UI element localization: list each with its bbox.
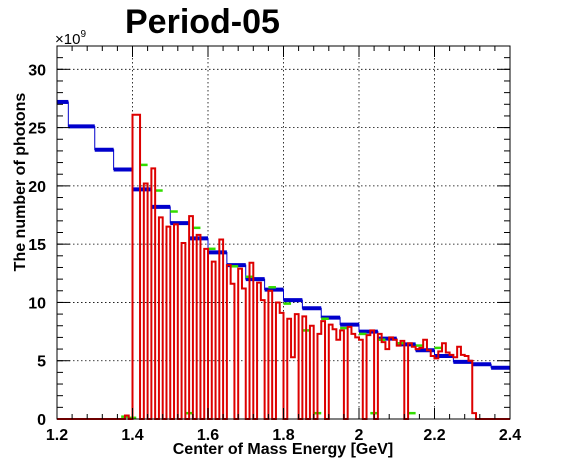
- grid: [57, 46, 510, 419]
- x-tick-label: 1.2: [46, 427, 68, 444]
- y-tick-label: 25: [28, 121, 46, 138]
- x-tick-label: 1.6: [197, 427, 219, 444]
- y-tick-label: 0: [37, 412, 46, 429]
- series-layer: [57, 99, 511, 420]
- x-tick-label: 2: [355, 427, 364, 444]
- y-exponent-base: ×10: [55, 31, 80, 48]
- ticks: [56, 45, 511, 420]
- y-tick-label: 20: [28, 179, 46, 196]
- y-exponent-power: 9: [80, 29, 86, 40]
- y-tick-labels: 0 5 10 15 20 25 30: [28, 62, 46, 429]
- y-tick-label: 30: [28, 62, 46, 79]
- x-tick-labels: 1.2 1.4 1.6 1.8 2 2.2 2.4: [46, 427, 521, 444]
- y-tick-label: 10: [28, 295, 46, 312]
- y-axis-label: The number of photons: [12, 93, 29, 272]
- x-axis-label: Center of Mass Energy [GeV]: [173, 441, 394, 458]
- y-tick-label: 5: [37, 354, 46, 371]
- y-tick-label: 15: [28, 237, 46, 254]
- chart-title: Period-05: [125, 3, 280, 41]
- x-tick-label: 1.8: [272, 427, 294, 444]
- y-exponent-label: ×109: [55, 29, 86, 48]
- x-tick-label: 1.4: [121, 427, 143, 444]
- x-tick-label: 2.4: [499, 427, 521, 444]
- x-tick-label: 2.2: [423, 427, 445, 444]
- svg-text:×109: ×109: [55, 29, 86, 48]
